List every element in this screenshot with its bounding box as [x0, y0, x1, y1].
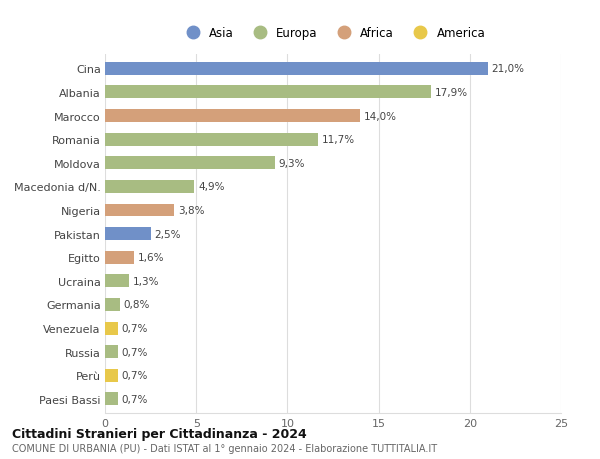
- Bar: [105, 110, 361, 123]
- Bar: [105, 345, 118, 358]
- Text: Cittadini Stranieri per Cittadinanza - 2024: Cittadini Stranieri per Cittadinanza - 2…: [12, 427, 307, 440]
- Text: 0,7%: 0,7%: [121, 347, 148, 357]
- Text: 0,8%: 0,8%: [123, 300, 149, 310]
- Bar: [105, 86, 431, 99]
- Text: 9,3%: 9,3%: [278, 158, 305, 168]
- Bar: [105, 322, 118, 335]
- Bar: [105, 392, 118, 405]
- Bar: [105, 251, 134, 264]
- Text: 17,9%: 17,9%: [435, 88, 468, 98]
- Bar: [105, 63, 488, 76]
- Bar: [105, 204, 175, 217]
- Bar: [105, 369, 118, 382]
- Text: 0,7%: 0,7%: [121, 394, 148, 404]
- Text: 0,7%: 0,7%: [121, 323, 148, 333]
- Bar: [105, 180, 194, 193]
- Bar: [105, 157, 275, 170]
- Bar: [105, 298, 119, 311]
- Bar: [105, 228, 151, 241]
- Bar: [105, 134, 319, 146]
- Text: 21,0%: 21,0%: [491, 64, 524, 74]
- Text: 2,5%: 2,5%: [154, 229, 181, 239]
- Text: 4,9%: 4,9%: [198, 182, 224, 192]
- Text: 11,7%: 11,7%: [322, 135, 355, 145]
- Text: 3,8%: 3,8%: [178, 206, 205, 216]
- Text: COMUNE DI URBANIA (PU) - Dati ISTAT al 1° gennaio 2024 - Elaborazione TUTTITALIA: COMUNE DI URBANIA (PU) - Dati ISTAT al 1…: [12, 443, 437, 453]
- Text: 14,0%: 14,0%: [364, 112, 397, 121]
- Legend: Asia, Europa, Africa, America: Asia, Europa, Africa, America: [178, 24, 488, 42]
- Text: 0,7%: 0,7%: [121, 370, 148, 381]
- Text: 1,3%: 1,3%: [133, 276, 159, 286]
- Bar: [105, 275, 129, 288]
- Text: 1,6%: 1,6%: [138, 252, 164, 263]
